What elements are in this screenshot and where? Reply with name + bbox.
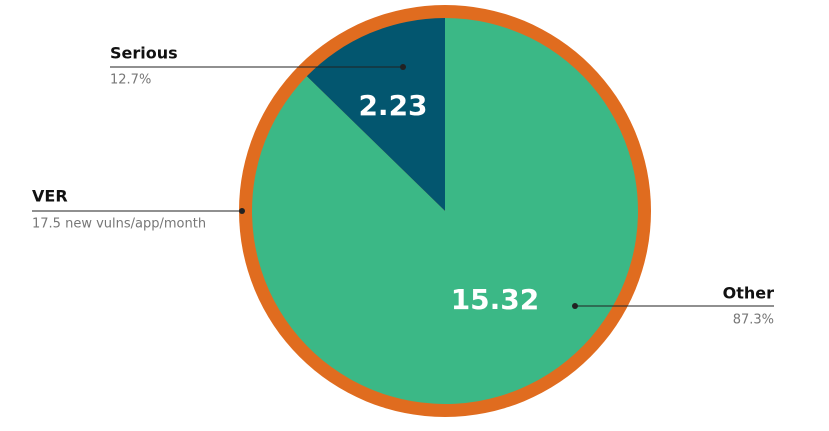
percent-label: 12.7% <box>110 73 151 88</box>
value-label: 2.23 <box>358 89 427 122</box>
leader-dot <box>572 303 578 309</box>
percent-label: 87.3% <box>733 313 774 328</box>
pie-slice <box>306 18 445 211</box>
category-label: Other <box>723 284 774 303</box>
leader-dot <box>239 208 245 214</box>
leader-dot <box>400 64 406 70</box>
pie-slice <box>252 18 638 404</box>
value-label: 15.32 <box>451 283 540 316</box>
ring-name: VER <box>32 187 68 206</box>
ring-label: 17.5 new vulns/app/month <box>32 217 206 232</box>
category-label: Serious <box>110 44 178 63</box>
